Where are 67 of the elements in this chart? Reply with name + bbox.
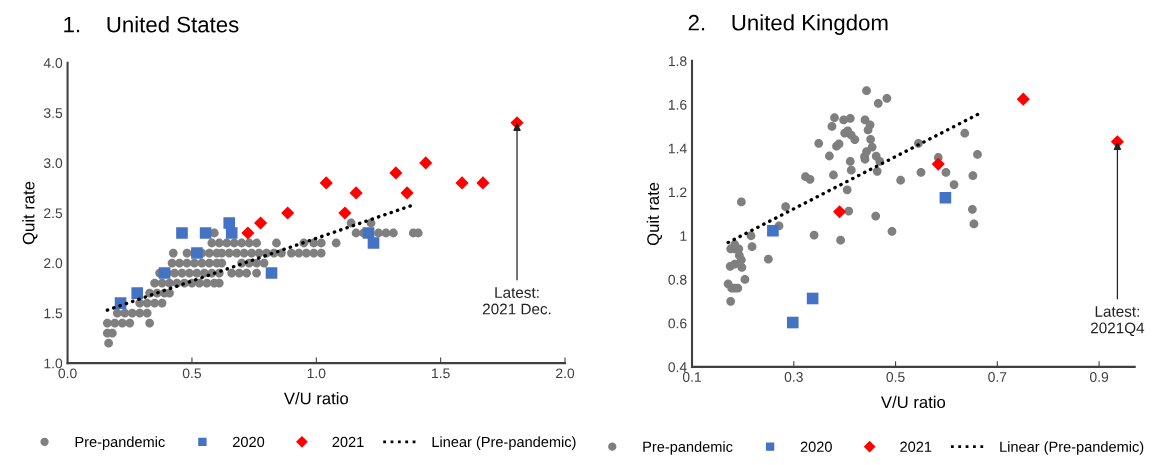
x-axis-title: V/U ratio bbox=[881, 395, 946, 409]
point bbox=[191, 247, 203, 259]
legend-label: 2021 bbox=[900, 441, 932, 452]
y-tick-label: 1.8 bbox=[668, 56, 687, 67]
point bbox=[338, 206, 352, 220]
point bbox=[131, 287, 144, 299]
y-axis-title: Quit rate bbox=[646, 182, 662, 246]
x-tick-label: 2.0 bbox=[556, 368, 575, 379]
x-axis-title: V/U ratio bbox=[283, 392, 349, 405]
x-tick-label: 0.5 bbox=[182, 368, 202, 379]
y-tick-label: 4.0 bbox=[43, 58, 63, 68]
legend-label: Pre-pandemic bbox=[643, 441, 733, 455]
legend-label: 2020 bbox=[800, 441, 832, 452]
legend-label: Linear (Pre-pandemic) bbox=[1000, 441, 1144, 455]
x-tick-label: 1.0 bbox=[307, 368, 326, 379]
point bbox=[389, 166, 403, 180]
point bbox=[319, 176, 333, 190]
annotation: Latest: 2021Q4 bbox=[1091, 306, 1145, 337]
legend-label: Linear (Pre-pandemic) bbox=[432, 436, 576, 450]
x-tick-label: 0.1 bbox=[682, 372, 701, 382]
x-tick-label: 0.9 bbox=[1089, 372, 1109, 382]
point bbox=[455, 176, 469, 190]
x-tick-label: 0.3 bbox=[784, 372, 803, 382]
y-tick-label: 1.2 bbox=[668, 187, 687, 198]
x-tick-label: 0.7 bbox=[988, 372, 1007, 382]
point bbox=[939, 191, 952, 204]
point bbox=[199, 227, 212, 239]
y-axis-title: Quit rate bbox=[22, 181, 38, 245]
legend-label: 2021 bbox=[332, 436, 364, 448]
point bbox=[400, 186, 414, 200]
y-tick-label: 3.0 bbox=[43, 158, 63, 169]
point bbox=[158, 267, 171, 279]
y-tick-label: 1.0 bbox=[44, 358, 63, 369]
x-tick-label: 0.0 bbox=[58, 368, 77, 379]
y-tick-label: 0.6 bbox=[668, 318, 687, 329]
point bbox=[931, 157, 945, 171]
point bbox=[476, 176, 490, 190]
y-tick-label: 1.4 bbox=[668, 143, 687, 154]
y-tick-label: 1.5 bbox=[44, 308, 63, 319]
point bbox=[225, 227, 238, 239]
x-tick-label: 1.5 bbox=[432, 368, 450, 379]
chart-title: 2. United Kingdom bbox=[688, 14, 888, 35]
y-tick-label: 2.5 bbox=[44, 208, 63, 219]
point bbox=[419, 156, 433, 170]
point bbox=[832, 205, 847, 219]
point bbox=[349, 186, 363, 200]
annotation: Latest: 2021 Dec. bbox=[482, 287, 551, 315]
x-tick-label: 0.5 bbox=[886, 372, 905, 382]
point bbox=[786, 316, 799, 329]
point bbox=[253, 216, 268, 230]
y-tick-label: 1.6 bbox=[668, 99, 687, 110]
point bbox=[806, 292, 819, 305]
y-tick-label: 1 bbox=[680, 231, 687, 241]
y-tick-label: 0.8 bbox=[668, 274, 687, 285]
point bbox=[176, 227, 188, 239]
legend-label: 2020 bbox=[233, 436, 265, 448]
point bbox=[367, 237, 380, 249]
point bbox=[281, 206, 295, 220]
legend-label: Pre-pandemic bbox=[75, 436, 165, 450]
point bbox=[1016, 92, 1030, 106]
point bbox=[265, 267, 278, 279]
y-tick-label: 0.4 bbox=[668, 362, 687, 373]
chart-title: 1. United States bbox=[64, 16, 239, 33]
y-tick-label: 2.0 bbox=[44, 258, 63, 269]
y-tick-label: 3.5 bbox=[43, 108, 63, 119]
point bbox=[241, 226, 255, 240]
point bbox=[767, 224, 779, 237]
